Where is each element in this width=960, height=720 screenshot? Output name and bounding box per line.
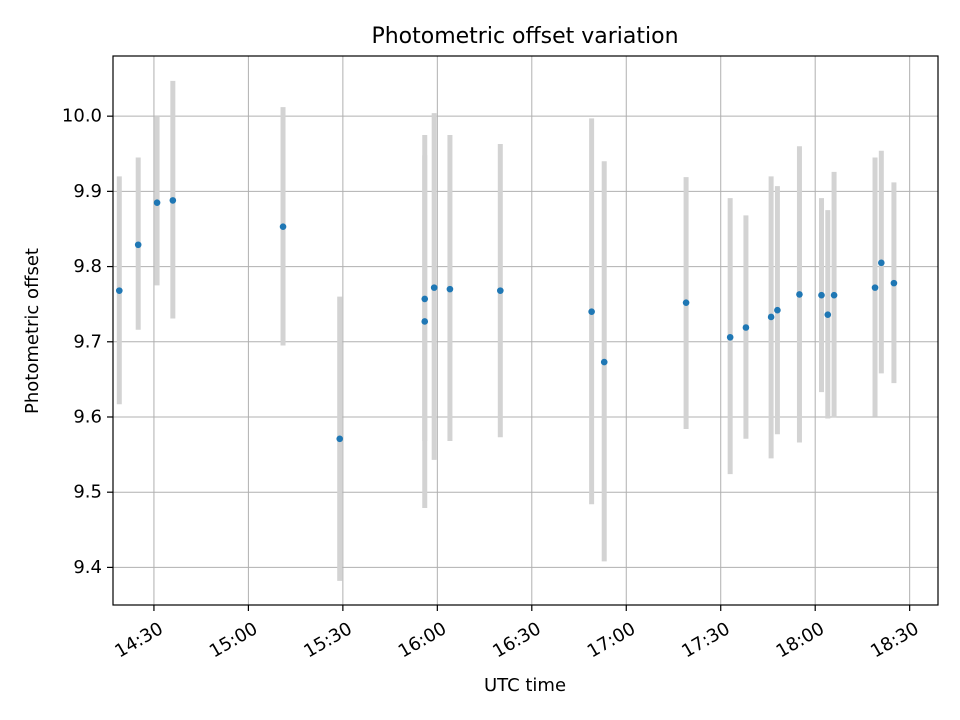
y-tick-label: 9.8 [73, 256, 102, 277]
data-point [446, 285, 454, 293]
data-point [774, 306, 781, 314]
chart-title: Photometric offset variation [371, 24, 678, 49]
data-point [115, 287, 123, 294]
data-point [742, 324, 750, 331]
data-points [115, 197, 898, 443]
data-point [830, 291, 838, 299]
data-point [682, 299, 690, 306]
data-point [890, 279, 898, 287]
data-point [818, 291, 825, 299]
data-point [767, 313, 775, 321]
y-tick-label: 9.7 [73, 331, 102, 352]
y-tick-label: 9.4 [73, 557, 102, 578]
y-tick-label: 10.0 [62, 106, 102, 127]
y-axis-ticks: 9.4 9.5 9.6 9.7 9.8 9.9 10.0 [62, 106, 113, 578]
data-point [153, 199, 161, 206]
data-point [421, 318, 429, 325]
data-point [497, 287, 504, 294]
y-tick-label: 9.5 [73, 482, 102, 503]
data-point [871, 284, 879, 291]
x-axis-label: UTC time [484, 675, 566, 696]
data-point [279, 223, 287, 231]
y-axis-label: Photometric offset [22, 248, 43, 414]
data-point [169, 197, 177, 204]
data-point [796, 291, 803, 298]
data-point [878, 259, 885, 267]
data-point [336, 435, 344, 443]
data-point [421, 295, 429, 303]
y-tick-label: 9.9 [73, 181, 102, 202]
data-point [134, 241, 142, 249]
data-point [726, 333, 734, 341]
data-point [430, 284, 438, 291]
plot-area-frame [112, 55, 939, 606]
data-point [824, 311, 832, 319]
data-point [588, 308, 595, 315]
y-tick-label: 9.6 [73, 406, 102, 427]
data-point [600, 358, 608, 366]
